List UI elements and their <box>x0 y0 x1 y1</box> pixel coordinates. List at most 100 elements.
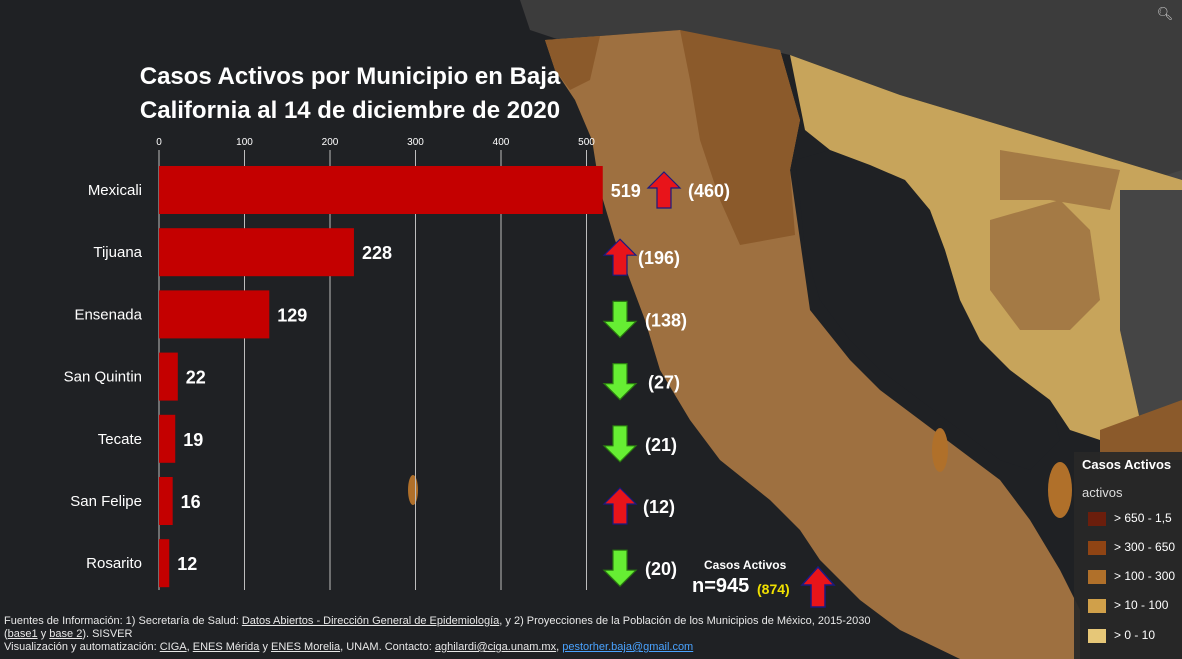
legend-label: > 0 - 10 <box>1114 628 1156 642</box>
chart-tick-label: 400 <box>493 137 510 148</box>
chart-bar <box>159 228 354 277</box>
legend-item: > 300 - 650 <box>1088 537 1182 559</box>
chart-bar <box>159 166 603 214</box>
map-region-usa-east <box>1120 170 1182 420</box>
trend-down-arrow-icon <box>602 363 638 401</box>
total-cases-label: Casos Activos <box>704 558 787 572</box>
chart-value-label: 19 <box>183 430 203 450</box>
chart-tick-label: 200 <box>322 137 339 148</box>
footer-text: y <box>259 641 272 653</box>
chart-bar <box>159 352 178 401</box>
footer-link-ciga[interactable]: CIGA <box>159 641 187 653</box>
legend-swatch <box>1088 599 1106 613</box>
chart-title: Casos Activos por Municipio en Baja Cali… <box>120 60 580 128</box>
trend-up-arrow-icon <box>602 487 638 525</box>
map-region-mexicali[interactable] <box>680 30 800 245</box>
trend-up-arrow-icon <box>602 238 638 276</box>
chart-tick-label: 0 <box>156 137 162 148</box>
chart-category-label: Tecate <box>98 431 142 448</box>
footer-line2: (base1 y base 2). SISVER <box>4 628 964 641</box>
chart-category-label: Tijuana <box>93 244 142 261</box>
map-island <box>1048 462 1072 518</box>
chart-previous-value: (138) <box>645 310 687 330</box>
legend-item: > 650 - 1,5 <box>1088 508 1182 530</box>
footer-text: Visualización y automatización: <box>4 641 160 653</box>
chart-category-label: Rosarito <box>86 555 142 572</box>
chart-category-label: Ensenada <box>74 306 142 323</box>
map-legend: Casos Activos activos > 650 - 1,5 > 300 … <box>1074 452 1182 659</box>
map-region-bottom-right <box>1100 400 1182 460</box>
map-region-tijuana[interactable] <box>545 36 600 90</box>
chart-previous-value: (20) <box>645 559 677 579</box>
search-icon[interactable]: 🔍︎ <box>1156 6 1174 21</box>
chart-value-label: 519 <box>611 181 641 201</box>
map-region-usa <box>520 0 1182 180</box>
footer-text: ). SISVER <box>82 628 133 640</box>
footer-text: , y 2) Proyecciones de la Población de l… <box>499 615 871 627</box>
chart-category-label: San Quintin <box>64 369 142 386</box>
chart-value-labels: 519 228 129 22 19 16 12 <box>177 181 641 574</box>
footer-text: , UNAM. Contacto: <box>340 641 435 653</box>
footer-link-datos-abiertos[interactable]: Datos Abiertos - Dirección General de Ep… <box>241 615 500 627</box>
chart-bar <box>159 290 270 339</box>
legend-item: > 0 - 10 <box>1088 625 1182 647</box>
footer-text: , <box>556 641 563 653</box>
legend-item: > 100 - 300 <box>1088 566 1182 588</box>
legend-label: > 300 - 650 <box>1114 540 1176 554</box>
map-region-sonora-north[interactable] <box>1000 150 1120 210</box>
map-region-sonora[interactable] <box>790 55 1182 440</box>
legend-item: > 10 - 100 <box>1088 595 1182 617</box>
chart-value-label: 22 <box>186 368 206 388</box>
legend-swatch <box>1088 512 1106 526</box>
total-cases-previous: (874) <box>757 581 790 597</box>
chart-title-line2: California al 14 de diciembre de 2020 <box>139 97 561 124</box>
chart-bar <box>159 477 173 525</box>
chart-previous-value: (12) <box>643 497 675 517</box>
footer-link-email1[interactable]: aghilardi@ciga.unam.mx <box>434 641 557 653</box>
chart-bar <box>159 414 176 463</box>
footer-text: ( <box>4 628 8 640</box>
total-trend-arrow-icon <box>800 565 836 608</box>
chart-previous-value: (460) <box>688 181 730 201</box>
chart-category-label: Mexicali <box>88 182 142 199</box>
chart-tick-label: 300 <box>407 137 424 148</box>
search-button[interactable]: 🔍︎ <box>1154 4 1176 24</box>
chart-previous-values: (460) (196) (138) (27) (21) (12) (20) <box>638 181 730 579</box>
map-region-sonora-mid[interactable] <box>990 200 1100 330</box>
footer-sources: Fuentes de Información: 1) Secretaría de… <box>4 615 964 654</box>
footer-text: , <box>186 641 193 653</box>
chart-tick-label: 500 <box>578 137 595 148</box>
chart-bar <box>159 539 170 588</box>
chart-category-label: San Felipe <box>70 493 142 510</box>
footer-link-enes-merida[interactable]: ENES Mérida <box>192 641 260 653</box>
legend-swatch <box>1088 629 1106 643</box>
trend-down-arrow-icon <box>602 549 638 588</box>
footer-line1: Fuentes de Información: 1) Secretaría de… <box>4 615 964 628</box>
trend-down-arrow-icon <box>602 425 638 463</box>
chart-title-line1: Casos Activos por Municipio en Baja <box>139 63 561 90</box>
legend-label: > 650 - 1,5 <box>1114 511 1172 525</box>
legend-subtitle: activos <box>1082 485 1123 500</box>
chart-tick-label: 100 <box>236 137 253 148</box>
chart-bars <box>159 166 603 588</box>
footer-link-enes-morelia[interactable]: ENES Morelia <box>271 641 341 653</box>
legend-label: > 10 - 100 <box>1114 598 1169 612</box>
footer-text: Fuentes de Información: 1) Secretaría de… <box>4 615 242 627</box>
chart-previous-value: (196) <box>638 248 680 268</box>
footer-link-email2[interactable]: pestorher.baja@gmail.com <box>562 641 694 653</box>
footer-link-base1[interactable]: base1 <box>7 628 38 640</box>
trend-up-arrow-icon <box>646 171 682 209</box>
legend-swatch <box>1088 541 1106 555</box>
footer-line3: Visualización y automatización: CIGA, EN… <box>4 641 964 654</box>
footer-link-base2[interactable]: base 2 <box>49 628 83 640</box>
legend-swatch <box>1088 570 1106 584</box>
total-cases-value: n=945 <box>692 575 750 597</box>
chart-value-label: 129 <box>277 305 307 325</box>
chart-x-ticks: 0 100 200 300 400 500 <box>156 137 595 148</box>
footer-text: y <box>37 628 50 640</box>
map-region-gulf <box>795 150 1060 470</box>
legend-title: Casos Activos <box>1082 457 1172 472</box>
chart-category-labels: Mexicali Tijuana Ensenada San Quintin Tecate… <box>64 182 143 572</box>
chart-previous-value: (27) <box>648 373 680 393</box>
